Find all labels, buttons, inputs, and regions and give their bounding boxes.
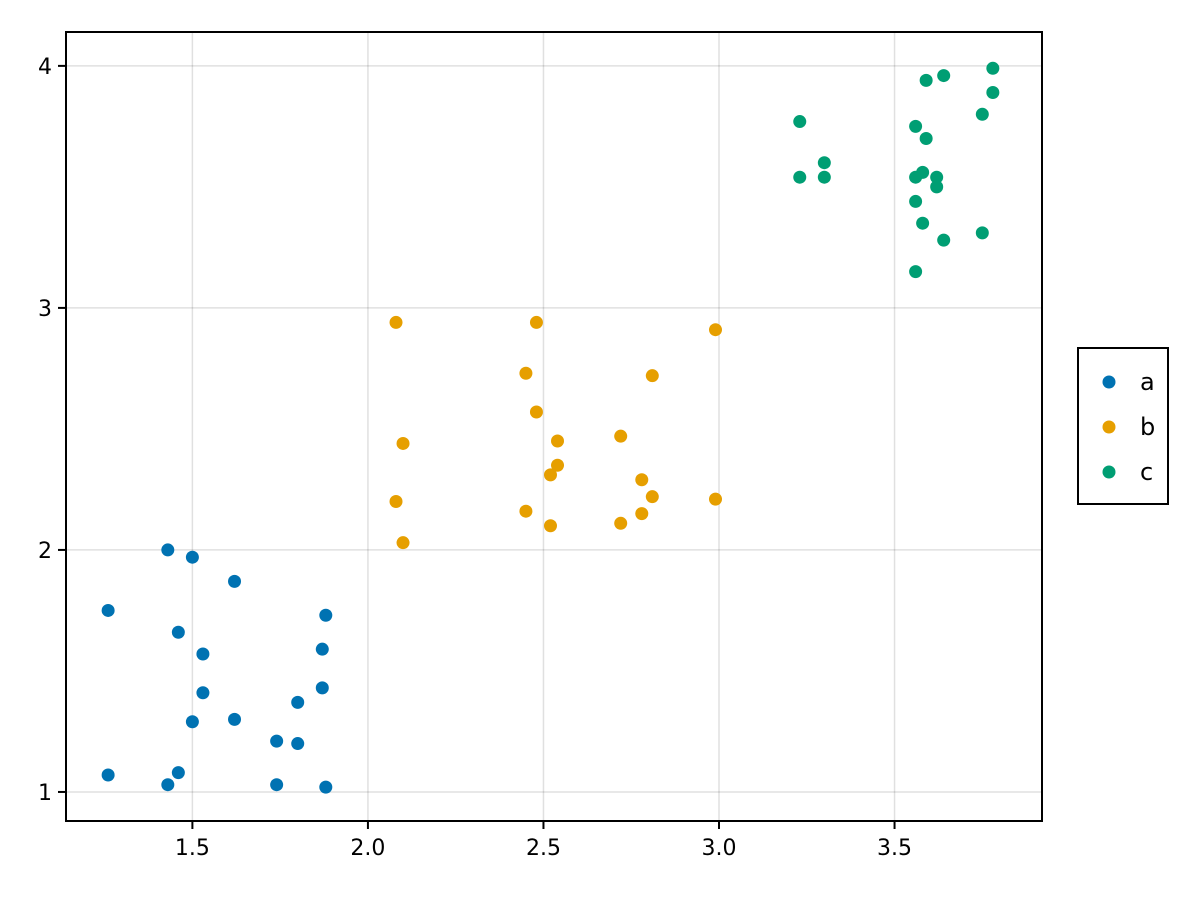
point-series-b — [389, 495, 403, 509]
point-series-a — [319, 780, 333, 794]
point-series-a — [161, 543, 175, 557]
point-series-a — [270, 778, 284, 792]
point-series-c — [930, 170, 944, 184]
point-series-a — [161, 778, 175, 792]
y-tick-label: 3 — [38, 297, 52, 322]
point-series-b — [614, 516, 628, 530]
point-series-c — [975, 107, 989, 121]
point-series-b — [551, 434, 565, 448]
point-series-c — [919, 131, 933, 145]
point-series-c — [909, 119, 923, 133]
point-series-a — [228, 574, 242, 588]
point-series-c — [793, 170, 807, 184]
point-series-c — [986, 86, 1000, 100]
legend-label-a: a — [1140, 368, 1155, 396]
point-series-b — [396, 536, 410, 550]
point-series-b — [635, 507, 649, 521]
point-series-a — [319, 608, 333, 622]
axes: 1.5 2.0 2.5 3.0 3.5 1 2 3 4 — [38, 55, 912, 861]
legend: abc — [1077, 347, 1169, 505]
point-series-a — [291, 737, 305, 751]
point-series-a — [171, 766, 185, 780]
point-series-b — [614, 429, 628, 443]
x-tick-label: 3.5 — [877, 836, 912, 861]
x-tick-label: 3.0 — [702, 836, 737, 861]
point-series-a — [270, 734, 284, 748]
point-series-b — [551, 458, 565, 472]
point-series-a — [196, 686, 210, 700]
point-series-b — [389, 315, 403, 329]
point-series-b — [708, 323, 722, 337]
point-series-a — [101, 603, 115, 617]
data-points — [101, 61, 1000, 794]
point-series-a — [101, 768, 115, 782]
point-series-a — [291, 695, 305, 709]
point-series-c — [975, 226, 989, 240]
y-tick-label: 2 — [38, 539, 52, 564]
plot-frame — [65, 31, 1043, 822]
grid-lines — [66, 32, 1042, 821]
point-series-c — [817, 156, 831, 170]
point-series-b — [529, 315, 543, 329]
y-tick-label: 1 — [38, 781, 52, 806]
point-series-c — [916, 216, 930, 230]
point-series-a — [196, 647, 210, 661]
point-series-c — [916, 165, 930, 179]
point-series-b — [543, 519, 557, 533]
point-series-c — [909, 194, 923, 208]
legend-label-c: c — [1140, 458, 1153, 486]
point-series-a — [315, 642, 329, 656]
point-series-a — [171, 625, 185, 639]
point-series-b — [519, 366, 533, 380]
point-series-b — [645, 490, 659, 504]
point-series-b — [645, 369, 659, 383]
point-series-c — [817, 170, 831, 184]
legend-marker-c — [1102, 465, 1116, 479]
x-tick-label: 2.5 — [526, 836, 561, 861]
x-tick-label: 1.5 — [175, 836, 210, 861]
point-series-c — [937, 69, 951, 83]
legend-label-b: b — [1140, 413, 1155, 441]
point-series-b — [529, 405, 543, 419]
point-series-c — [937, 233, 951, 247]
point-series-b — [396, 436, 410, 450]
point-series-b — [635, 473, 649, 487]
point-series-a — [185, 550, 199, 564]
point-series-b — [519, 504, 533, 518]
legend-marker-a — [1102, 375, 1116, 389]
legend-box — [1077, 347, 1169, 505]
point-series-a — [315, 681, 329, 695]
point-series-c — [919, 73, 933, 87]
point-series-a — [228, 712, 242, 726]
point-series-c — [986, 61, 1000, 75]
y-tick-label: 4 — [38, 55, 52, 80]
x-tick-label: 2.0 — [350, 836, 385, 861]
point-series-b — [543, 468, 557, 482]
point-series-a — [185, 715, 199, 729]
point-series-c — [930, 180, 944, 194]
point-series-c — [793, 115, 807, 129]
legend-marker-b — [1102, 420, 1116, 434]
point-series-c — [909, 265, 923, 279]
point-series-b — [708, 492, 722, 506]
